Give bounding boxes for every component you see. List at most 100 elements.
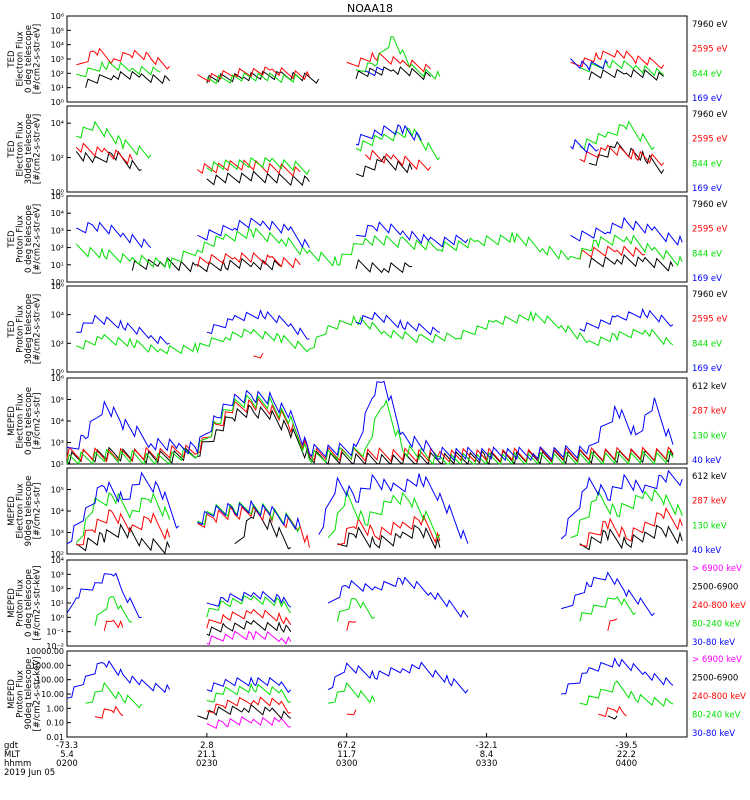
y-axis-label: Electron Flux xyxy=(16,483,26,538)
series-line-169-ev xyxy=(570,138,599,154)
series-line-80-240-kev xyxy=(85,681,143,709)
series-line-169-ev xyxy=(570,216,683,246)
x-tick-label-gdt: -73.3 xyxy=(56,741,78,751)
y-tick-label: 10⁴ xyxy=(51,417,64,426)
y-axis-label: [#/cm2-s-str] xyxy=(33,393,43,450)
y-axis-label: 90deg telescope xyxy=(24,659,34,730)
series-line-7960-ev xyxy=(588,68,665,81)
legend-label: 169 eV xyxy=(692,94,722,104)
series-line-7960-ev xyxy=(75,150,142,171)
series-line-169-ev xyxy=(76,221,152,249)
y-tick-label: 10⁵ xyxy=(51,192,64,201)
y-tick-label: 10⁴ xyxy=(51,41,64,50)
series-line-2595-ev xyxy=(579,144,665,166)
series-line-844-ev xyxy=(76,60,161,78)
series-line-7960-ev xyxy=(355,66,431,81)
y-tick-label: 10² xyxy=(51,69,64,78)
y-axis-label: Electron Flux xyxy=(16,31,26,86)
series-line-2595-ev xyxy=(75,142,133,165)
y-tick-label: 10⁴ xyxy=(51,119,64,128)
series-line-130-kev xyxy=(75,492,171,543)
series-line-169-ev xyxy=(76,314,170,345)
y-tick-label: 10000.00 xyxy=(26,647,64,656)
series-line-40-kev xyxy=(66,471,180,545)
series-line-612-kev xyxy=(66,404,674,466)
y-tick-label: 100.00 xyxy=(36,676,64,685)
y-axis-label: [#/cm2-s-str-eV] xyxy=(33,114,43,184)
legend-label: 169 eV xyxy=(692,364,722,374)
y-axis-label: MEPED xyxy=(7,406,17,436)
series-line-844-ev xyxy=(76,310,674,355)
legend-label: 80-240 keV xyxy=(692,711,741,721)
series-line--6900-kev xyxy=(206,716,291,730)
legend-label: 612 keV xyxy=(692,472,727,482)
series-line-287-kev xyxy=(76,509,171,546)
y-axis-label: Electron Flux xyxy=(16,121,26,176)
legend-label: 287 keV xyxy=(692,497,727,507)
y-tick-label: 10⁰ xyxy=(51,368,64,377)
x-row-label: 2019 Jun 05 xyxy=(4,768,55,778)
series-line-844-ev xyxy=(579,120,655,151)
y-axis-label: 30deg telescope xyxy=(24,294,34,365)
y-tick-label: 10³ xyxy=(51,570,64,579)
x-tick-label-hhmm: 0230 xyxy=(196,759,218,769)
x-tick-label-mlt: 21.1 xyxy=(197,750,216,760)
series-line-2595-ev xyxy=(364,149,432,172)
series-line-240-800-kev xyxy=(206,696,291,714)
legend-label: 30-80 keV xyxy=(692,729,735,739)
series-line-80-240-kev xyxy=(328,681,376,704)
y-tick-label: 10⁻¹ xyxy=(46,628,64,637)
series-line-844-ev xyxy=(206,72,301,85)
series-line-169-ev xyxy=(355,124,422,146)
series-line-844-ev xyxy=(355,127,441,161)
series-line-612-kev xyxy=(76,523,171,555)
series-line-240-800-kev xyxy=(598,705,627,718)
series-line-240-800-kev xyxy=(607,618,618,631)
y-tick-label: 10⁰ xyxy=(51,613,64,622)
series-line-169-ev xyxy=(206,308,310,340)
series-line-130-kev xyxy=(570,488,683,539)
y-tick-label: 10⁴ xyxy=(51,209,64,218)
y-axis-label: 0 deg telescope xyxy=(24,387,34,455)
panel-8: 0.01 0.10 1.00 10.00 100.00 1000.00 10000.00 ME… xyxy=(7,647,746,742)
x-tick-label-mlt: 8.4 xyxy=(480,750,494,760)
series-line-7960-ev xyxy=(355,259,413,274)
legend-label: 7960 eV xyxy=(692,290,728,300)
legend-label: > 6900 keV xyxy=(692,655,742,665)
legend-label: 40 keV xyxy=(692,546,721,556)
series-line-40-kev xyxy=(318,473,469,544)
y-axis-label: [#/cm2-s-str-eV] xyxy=(33,24,43,94)
y-axis-label: [#/cm2-s-str-keV] xyxy=(33,657,43,732)
y-tick-label: 10¹ xyxy=(51,599,64,608)
y-tick-label: 10² xyxy=(51,550,64,559)
panel-frame xyxy=(66,559,688,647)
legend-label: 2595 eV xyxy=(692,315,728,325)
series-line-130-kev xyxy=(66,394,674,466)
series-line-30-80-kev xyxy=(327,661,469,694)
legend-label: 844 eV xyxy=(692,249,722,259)
legend-label: 844 eV xyxy=(692,69,722,79)
legend-label: 80-240 keV xyxy=(692,620,741,630)
legend-label: 240-800 keV xyxy=(692,692,746,702)
x-tick-label-mlt: 22.2 xyxy=(617,750,636,760)
y-axis-label: [#/cm2-s-str-keV] xyxy=(33,566,43,641)
y-axis-label: TED xyxy=(7,230,17,249)
series-line-30-80-kev xyxy=(560,571,655,617)
panel-frame xyxy=(66,650,688,738)
x-tick-label-mlt: 11.7 xyxy=(337,750,356,760)
y-axis-label: TED xyxy=(7,140,17,159)
series-line-2500-6900 xyxy=(607,715,618,720)
series-line-7960-ev xyxy=(131,256,282,273)
series-line-169-ev xyxy=(197,217,310,249)
y-tick-label: 10⁶ xyxy=(51,282,64,291)
series-line-80-240-kev xyxy=(579,680,674,707)
x-row-label: MLT xyxy=(4,750,21,760)
y-axis-label: 0 deg telescope xyxy=(24,25,34,93)
panel-frame xyxy=(66,105,688,193)
